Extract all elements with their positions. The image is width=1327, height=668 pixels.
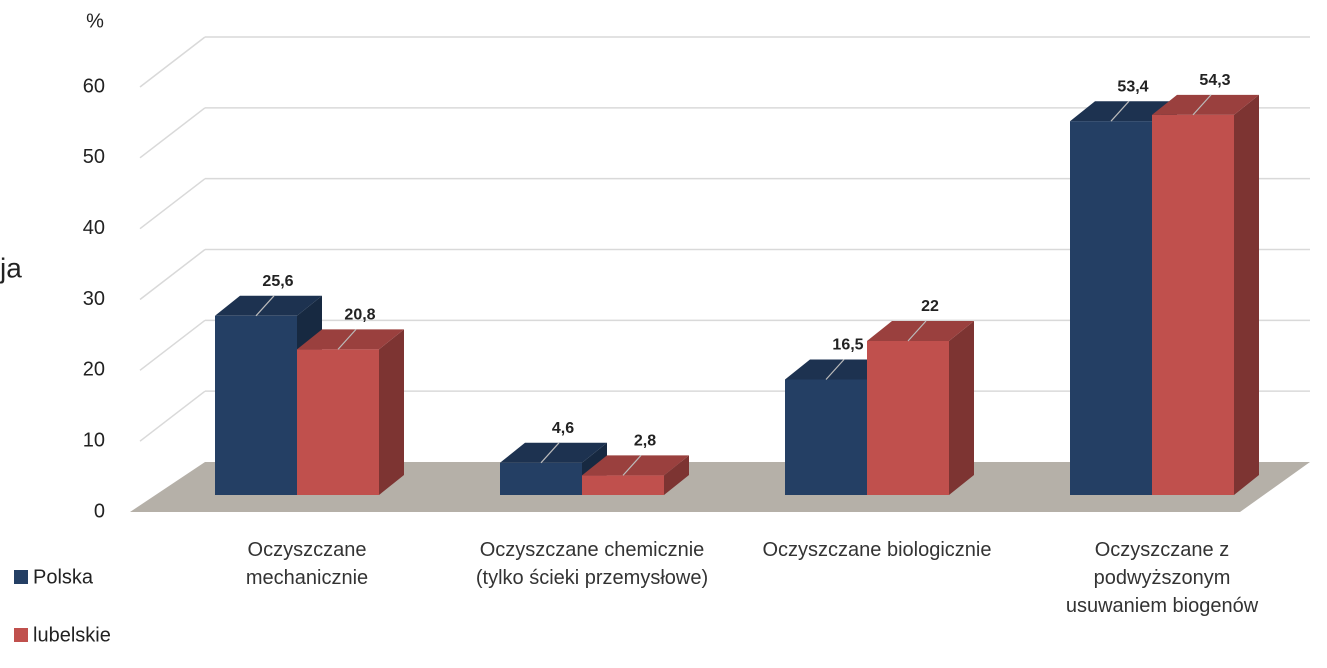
- x-tick-label: Oczyszczane z podwyższonym usuwaniem bio…: [1065, 539, 1259, 617]
- bar-top: [215, 295, 322, 316]
- y-tick-label: 30: [83, 288, 105, 310]
- leader-line: [1110, 100, 1130, 122]
- value-label: 16,5: [832, 337, 863, 354]
- leader-line: [1192, 94, 1212, 116]
- leader-line: [622, 454, 642, 476]
- x-tick-label: Oczyszczane biologicznie: [762, 539, 992, 561]
- x-tick-label: Oczyszczane chemicznie (tylko ścieki prz…: [475, 539, 709, 589]
- bar-top: [297, 329, 404, 350]
- legend-swatch: [14, 628, 28, 642]
- leader-line: [337, 328, 357, 350]
- y-axis-label: %: [86, 10, 104, 32]
- grid-line: [139, 390, 206, 442]
- grid-line: [139, 248, 206, 301]
- bar-side: [949, 321, 974, 495]
- y-tick-label: 0: [94, 500, 105, 522]
- grid-line: [139, 36, 206, 88]
- leader-line: [825, 359, 845, 380]
- leader-line: [540, 442, 560, 464]
- legend-swatch: [14, 570, 28, 584]
- bar: [582, 475, 664, 495]
- y-tick-label: 40: [83, 217, 105, 239]
- legend-label: lubelskie: [33, 624, 111, 646]
- bar: [297, 349, 379, 495]
- grid-line: [139, 107, 206, 159]
- bar-side: [664, 455, 689, 495]
- bar-top: [582, 455, 689, 476]
- legend-label: Polska: [33, 566, 94, 588]
- x-tick-label: Oczyszczane mechanicznie: [245, 539, 369, 589]
- grid-line: [139, 319, 206, 371]
- value-label: 2,8: [634, 433, 656, 450]
- bar-side: [1234, 94, 1259, 496]
- bar-top: [1152, 94, 1259, 115]
- bar: [1152, 114, 1234, 496]
- bar: [785, 379, 867, 495]
- bar: [215, 315, 297, 495]
- bar-top: [867, 321, 974, 341]
- bar-top: [785, 359, 892, 380]
- leader-line: [907, 320, 927, 342]
- value-label: 53,4: [1117, 78, 1148, 95]
- annotation: ja: [0, 252, 22, 283]
- floor: [130, 462, 1310, 512]
- bar: [867, 341, 949, 495]
- value-label: 4,6: [552, 420, 574, 437]
- grid-line: [139, 178, 206, 230]
- value-label: 54,3: [1199, 72, 1230, 89]
- y-tick-label: 20: [83, 359, 105, 381]
- value-label: 25,6: [262, 273, 293, 290]
- bar-side: [379, 329, 404, 495]
- bar: [1070, 121, 1152, 495]
- y-tick-label: 60: [83, 75, 105, 97]
- bar-top: [500, 442, 607, 463]
- leader-line: [255, 295, 275, 317]
- value-label: 20,8: [344, 307, 375, 324]
- bar: [500, 462, 582, 495]
- bar-top: [1070, 101, 1177, 122]
- y-tick-label: 10: [83, 429, 105, 451]
- y-tick-label: 50: [83, 146, 105, 168]
- value-label: 22: [921, 298, 939, 315]
